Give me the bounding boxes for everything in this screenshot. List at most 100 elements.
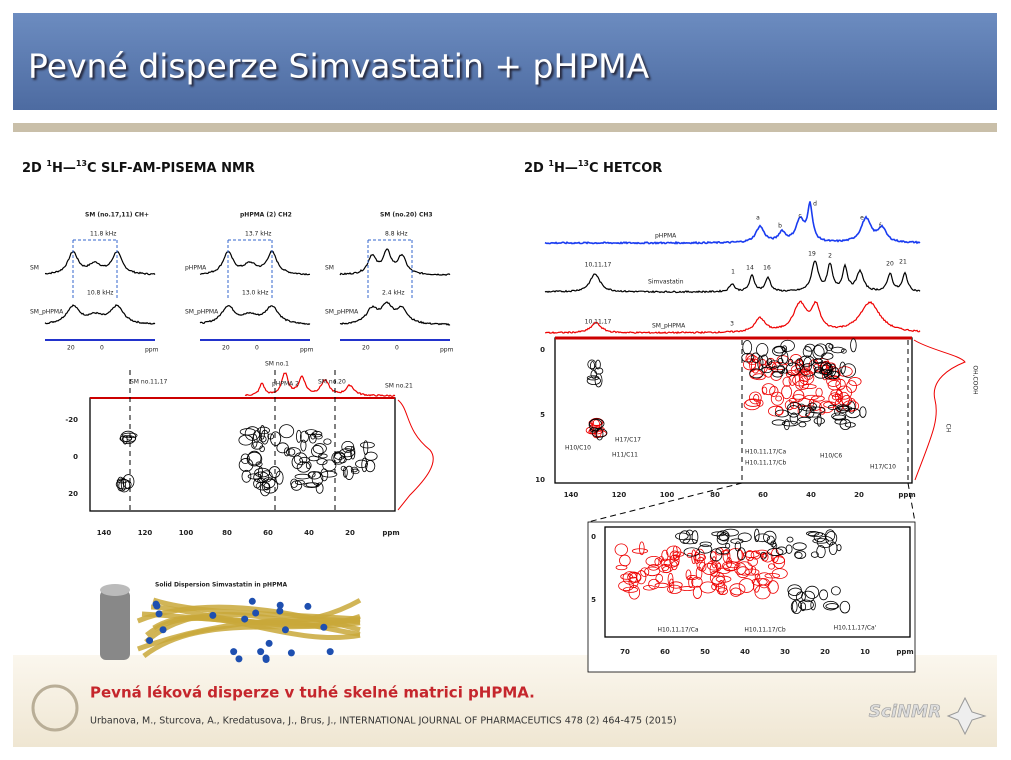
label: ppm (896, 648, 913, 656)
contour (847, 401, 856, 414)
contour (820, 364, 832, 377)
contour (749, 368, 764, 379)
label: 50 (700, 648, 710, 656)
label: 60 (660, 648, 670, 656)
contour (683, 547, 701, 557)
contour (687, 575, 698, 580)
contour (293, 452, 308, 466)
contour (283, 447, 290, 457)
label: 0 (255, 345, 259, 352)
contour (741, 352, 754, 363)
contour (758, 578, 770, 589)
contour (807, 531, 824, 538)
contour (294, 473, 311, 480)
logo-star (946, 696, 987, 736)
label: SM no.21 (385, 383, 413, 390)
contour (815, 358, 830, 367)
contour (116, 476, 125, 492)
contour (798, 355, 815, 367)
label: 21 (899, 259, 907, 266)
contour (711, 556, 717, 569)
contour (259, 435, 267, 443)
contour (240, 453, 250, 465)
contour (675, 532, 689, 540)
label: ppm (440, 347, 454, 354)
label: SM (325, 265, 334, 272)
contour (845, 407, 861, 419)
label: 70 (620, 648, 630, 656)
contour (693, 553, 706, 562)
contour (736, 561, 753, 576)
label: SM_pHPMA (652, 323, 686, 330)
contour (799, 363, 817, 377)
contour (252, 434, 258, 448)
contour (831, 412, 846, 420)
contour (331, 451, 346, 465)
label: 19 (808, 251, 816, 258)
contour (772, 556, 785, 565)
drug-molecule (320, 623, 328, 631)
contour (756, 399, 764, 407)
contour (810, 599, 816, 611)
label: 140 (97, 529, 112, 537)
contour (784, 400, 794, 411)
contour (839, 361, 846, 374)
drug-molecule (159, 626, 167, 634)
heading-part: 1 (46, 159, 52, 168)
heading-part: H— (52, 161, 76, 176)
contour (246, 451, 263, 467)
contour (771, 419, 786, 426)
contour (773, 346, 786, 354)
contour (648, 578, 660, 590)
spectrum (544, 300, 921, 335)
contour (772, 371, 784, 378)
label: 5 (540, 411, 545, 419)
label: 120 (612, 491, 627, 499)
title: Pevné disperze Simvastatin + pHPMA (28, 47, 650, 86)
contour (711, 531, 727, 537)
contour (788, 587, 804, 601)
contour (251, 441, 263, 450)
contour (810, 551, 819, 558)
label: 20 (345, 529, 355, 537)
contour (801, 384, 817, 390)
contour (804, 394, 819, 401)
contour (300, 439, 307, 452)
contour (688, 576, 694, 589)
contour (253, 471, 270, 484)
label: 60 (263, 529, 273, 537)
label: -20 (65, 416, 78, 424)
contour (760, 551, 767, 560)
contour (781, 368, 789, 374)
label: 20 (820, 648, 830, 656)
contour (761, 366, 773, 374)
contour (753, 394, 760, 402)
side-projection (397, 399, 434, 511)
contour (648, 564, 659, 571)
contour (774, 409, 789, 418)
label: SM no.11,17 (130, 379, 168, 386)
heading-part: C HETCOR (589, 161, 662, 176)
label: 0 (100, 345, 104, 352)
label: ppm (145, 347, 159, 354)
contour (813, 417, 825, 425)
label: 0 (591, 533, 596, 541)
label: 8.8 kHz (385, 231, 408, 238)
contour (638, 541, 645, 556)
contour (770, 391, 784, 406)
contour (792, 394, 805, 400)
contour (828, 343, 834, 349)
contour (333, 451, 342, 464)
contour (813, 343, 828, 357)
contour (766, 535, 775, 546)
contour (750, 352, 761, 363)
contour (813, 358, 823, 364)
contour (768, 405, 784, 417)
contour (699, 541, 712, 547)
drug-molecule (235, 655, 243, 663)
heading-part: 13 (578, 159, 589, 168)
contour (806, 531, 820, 537)
label: 1 (731, 269, 735, 276)
contour (815, 387, 823, 398)
label: 20 (222, 345, 230, 352)
